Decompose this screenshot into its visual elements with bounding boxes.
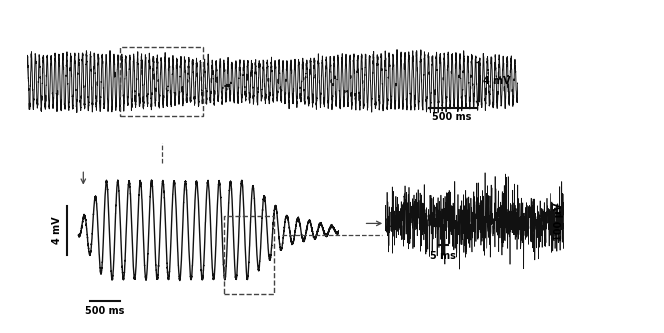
Bar xyxy=(224,216,274,294)
Text: 5 ms: 5 ms xyxy=(430,251,456,261)
Text: 500 ms: 500 ms xyxy=(85,306,125,316)
Text: 100 μV: 100 μV xyxy=(554,202,564,241)
Text: 4 mV: 4 mV xyxy=(483,76,510,86)
Bar xyxy=(120,47,203,116)
Text: 4 mV: 4 mV xyxy=(52,216,62,244)
Text: 500 ms: 500 ms xyxy=(432,113,471,123)
